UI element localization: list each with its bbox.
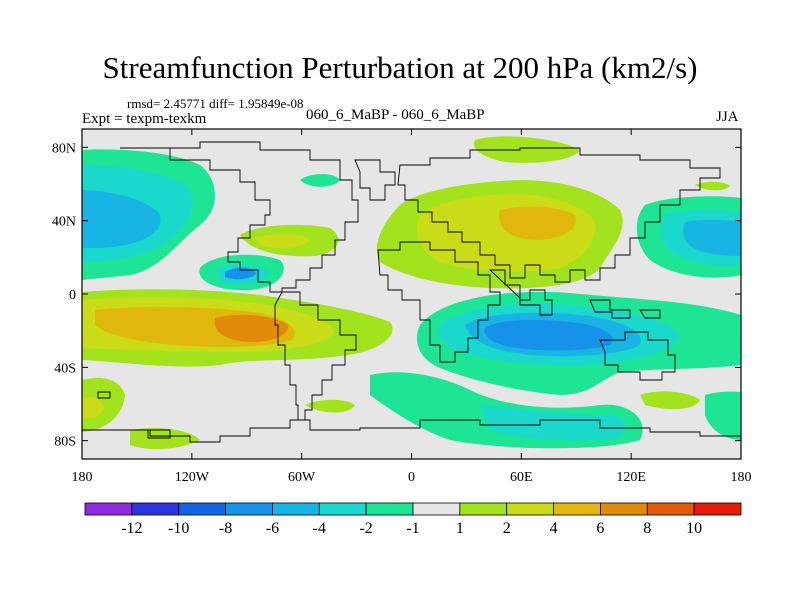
season-label: JJA (716, 109, 739, 125)
colorbar-swatch-13 (693, 502, 742, 516)
x-tick-label-1: 120W (175, 470, 210, 485)
contour-soc-neg-2 (480, 405, 626, 441)
x-tick-label-2: 60W (288, 470, 316, 485)
chart-title: Streamfunction Perturbation at 200 hPa (… (102, 50, 698, 85)
y-axis: 80N 40N 0 40S 80S (52, 141, 741, 450)
colorbar-label-3: -6 (266, 520, 279, 537)
contour-eur-pos-2 (416, 194, 596, 272)
colorbar-label-11: 8 (643, 520, 651, 537)
contour-spac-pos-6 (214, 314, 289, 343)
y-tick-label-2: 0 (69, 288, 76, 303)
colorbar: -12 -10 -8 -6 -4 -2 -1 1 2 4 6 8 10 (84, 502, 742, 537)
colorbar-label-4: -4 (313, 520, 326, 537)
contour-arc-pos-1 (474, 136, 580, 163)
colorbar-swatch-10 (553, 502, 601, 516)
colorbar-label-5: -2 (359, 520, 372, 537)
colorbar-swatch-6 (365, 502, 414, 516)
colorbar-swatch-12 (646, 502, 695, 516)
contour-satl-pos-1 (305, 399, 355, 413)
colorbar-swatch-9 (506, 502, 554, 516)
center-label: 060_6_MaBP - 060_6_MaBP (306, 107, 485, 123)
colorbar-swatch-5 (318, 502, 367, 516)
x-tick-label-0: 180 (72, 470, 93, 485)
colorbar-swatch-11 (600, 502, 648, 516)
colorbar-label-8: 2 (503, 520, 511, 537)
colorbar-label-7: 1 (456, 520, 464, 537)
x-tick-label-6: 180 (731, 470, 752, 485)
y-tick-label-3: 40S (54, 361, 76, 376)
colorbar-label-10: 6 (596, 520, 604, 537)
x-axis: 180 120W 60W 0 60E 120E 180 (72, 129, 752, 485)
y-tick-label-1: 40N (52, 215, 76, 230)
colorbar-swatch-1 (131, 502, 180, 516)
colorbar-swatch-2 (178, 502, 226, 516)
contour-swpac-pos-1 (82, 377, 125, 432)
stats-line: rmsd= 2.45771 diff= 1.95849e-08 (127, 96, 304, 111)
contour-arc-pos-1b (695, 181, 730, 191)
colorbar-swatch-4 (272, 502, 320, 516)
contour-sant-pos-2 (640, 391, 700, 410)
contour-sepac-neg-1 (705, 391, 741, 440)
contour-eur-pos-4 (499, 206, 576, 240)
y-tick-label-0: 80N (52, 141, 76, 156)
y-tick-label-4: 80S (54, 435, 76, 450)
colorbar-label-0: -12 (121, 520, 142, 537)
x-tick-label-4: 60E (510, 470, 533, 485)
x-tick-label-3: 0 (408, 470, 415, 485)
contour-swpac-pos-2 (82, 396, 104, 419)
contour-natl-neg-4 (225, 267, 256, 280)
colorbar-swatch-7 (412, 502, 461, 516)
x-tick-label-5: 120E (616, 470, 646, 485)
contour-sio-neg-6 (484, 319, 613, 351)
colorbar-label-9: 4 (550, 520, 558, 537)
colorbar-swatch-8 (459, 502, 508, 516)
colorbar-label-6: -1 (406, 520, 419, 537)
contour-wpac-neg-4 (683, 219, 741, 256)
coastlines (82, 141, 741, 443)
colorbar-swatch-3 (225, 502, 273, 516)
colorbar-label-12: 10 (686, 520, 702, 537)
colorbar-label-2: -8 (219, 520, 232, 537)
field-layer (82, 136, 741, 450)
contour-atl-pos-2 (255, 233, 310, 248)
colorbar-swatch-0 (84, 502, 133, 516)
experiment-label: Expt = texpm-texkm (82, 111, 207, 127)
contour-sant-pos-1 (130, 428, 200, 450)
colorbar-label-1: -10 (168, 520, 189, 537)
contour-npac-neg-4 (82, 190, 161, 249)
contour-npac-edge (300, 174, 340, 187)
